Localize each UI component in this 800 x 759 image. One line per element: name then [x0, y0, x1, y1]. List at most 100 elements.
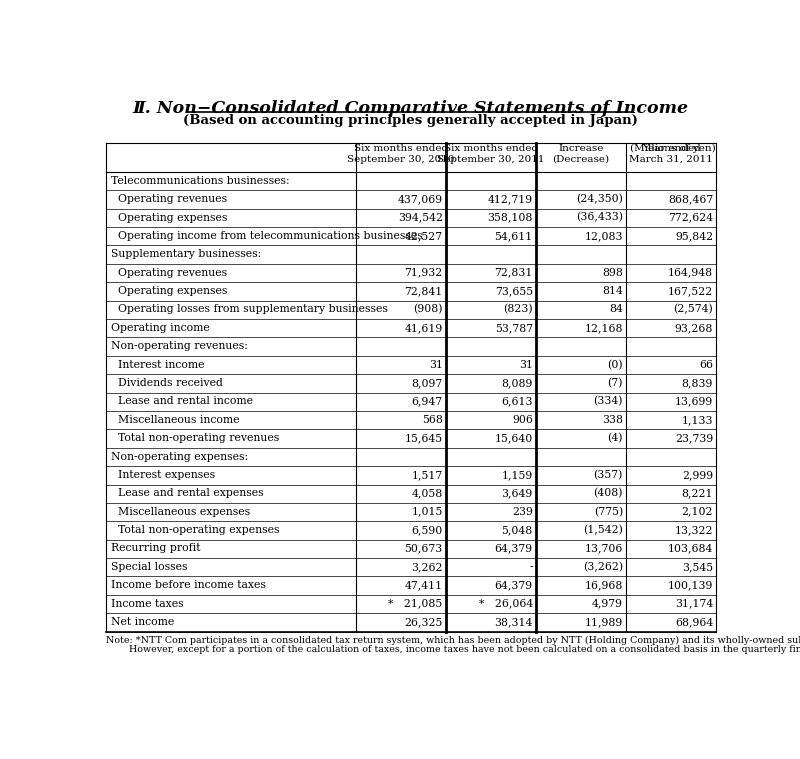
Text: Interest expenses: Interest expenses: [111, 470, 215, 480]
Text: 38,314: 38,314: [494, 617, 533, 627]
Text: (408): (408): [594, 488, 623, 499]
Text: -: -: [530, 562, 533, 572]
Text: 1,159: 1,159: [502, 470, 533, 480]
Text: 16,968: 16,968: [585, 581, 623, 591]
Text: 6,947: 6,947: [412, 396, 442, 406]
Text: Year ended
March 31, 2011: Year ended March 31, 2011: [630, 144, 713, 164]
Text: 66: 66: [699, 360, 713, 370]
Text: (357): (357): [594, 470, 623, 480]
Text: 8,839: 8,839: [682, 378, 713, 388]
Text: (0): (0): [607, 360, 623, 370]
Text: 3,649: 3,649: [502, 488, 533, 499]
Text: 23,739: 23,739: [674, 433, 713, 443]
Text: Increase
(Decrease): Increase (Decrease): [553, 144, 610, 164]
Text: 2,102: 2,102: [682, 507, 713, 517]
Text: Operating income from telecommunications businesses: Operating income from telecommunications…: [111, 231, 422, 241]
Text: (Based on accounting principles generally accepted in Japan): (Based on accounting principles generall…: [182, 114, 638, 128]
Text: Recurring profit: Recurring profit: [111, 543, 200, 553]
Text: Non-operating expenses:: Non-operating expenses:: [111, 452, 248, 461]
Text: 73,655: 73,655: [494, 286, 533, 296]
Text: *   26,064: * 26,064: [478, 599, 533, 609]
Text: 898: 898: [602, 268, 623, 278]
Text: 1,517: 1,517: [411, 470, 442, 480]
Text: 164,948: 164,948: [668, 268, 713, 278]
Text: Supplementary businesses:: Supplementary businesses:: [111, 249, 261, 260]
Text: 95,842: 95,842: [675, 231, 713, 241]
Text: 72,841: 72,841: [405, 286, 442, 296]
Text: (2,574): (2,574): [674, 304, 713, 315]
Text: However, except for a portion of the calculation of taxes, income taxes have not: However, except for a portion of the cal…: [130, 644, 800, 653]
Text: 72,831: 72,831: [494, 268, 533, 278]
Text: (24,350): (24,350): [576, 194, 623, 204]
Text: (36,433): (36,433): [576, 213, 623, 222]
Text: Non-operating revenues:: Non-operating revenues:: [111, 342, 248, 351]
Text: 12,083: 12,083: [585, 231, 623, 241]
Text: 11,989: 11,989: [585, 617, 623, 627]
Text: Six months ended
September 30, 2011: Six months ended September 30, 2011: [437, 144, 545, 164]
Text: Lease and rental expenses: Lease and rental expenses: [111, 488, 263, 499]
Text: Miscellaneous expenses: Miscellaneous expenses: [111, 507, 250, 517]
Text: Lease and rental income: Lease and rental income: [111, 396, 253, 406]
Text: Operating revenues: Operating revenues: [111, 268, 227, 278]
Text: 84: 84: [609, 304, 623, 314]
Text: Operating income: Operating income: [111, 323, 210, 333]
Text: (1,542): (1,542): [583, 525, 623, 535]
Text: 26,325: 26,325: [404, 617, 442, 627]
Text: 12,168: 12,168: [585, 323, 623, 333]
Text: 2,999: 2,999: [682, 470, 713, 480]
Text: 15,640: 15,640: [494, 433, 533, 443]
Text: 3,545: 3,545: [682, 562, 713, 572]
Text: 100,139: 100,139: [668, 581, 713, 591]
Text: 1,133: 1,133: [682, 414, 713, 425]
Text: 47,411: 47,411: [405, 581, 442, 591]
Text: *   21,085: * 21,085: [389, 599, 442, 609]
Text: 8,097: 8,097: [411, 378, 442, 388]
Text: 50,673: 50,673: [405, 543, 442, 553]
Text: 3,262: 3,262: [411, 562, 442, 572]
Text: 53,787: 53,787: [494, 323, 533, 333]
Text: 13,322: 13,322: [674, 525, 713, 535]
Text: 868,467: 868,467: [668, 194, 713, 204]
Text: Income before income taxes: Income before income taxes: [111, 581, 266, 591]
Text: 437,069: 437,069: [398, 194, 442, 204]
Text: Note: *NTT Com participates in a consolidated tax return system, which has been : Note: *NTT Com participates in a consoli…: [106, 636, 800, 645]
Text: Dividends received: Dividends received: [111, 378, 222, 388]
Text: 4,979: 4,979: [592, 599, 623, 609]
Text: 8,221: 8,221: [682, 488, 713, 499]
Text: Operating revenues: Operating revenues: [111, 194, 227, 204]
Text: (908): (908): [414, 304, 442, 315]
Text: (3,262): (3,262): [583, 562, 623, 572]
Text: (775): (775): [594, 506, 623, 517]
Text: 42,527: 42,527: [405, 231, 442, 241]
Text: 15,645: 15,645: [405, 433, 442, 443]
Text: 6,613: 6,613: [502, 396, 533, 406]
Text: 31,174: 31,174: [674, 599, 713, 609]
Text: Interest income: Interest income: [111, 360, 204, 370]
Text: Net income: Net income: [111, 617, 174, 627]
Text: 772,624: 772,624: [668, 213, 713, 222]
Text: 41,619: 41,619: [405, 323, 442, 333]
Text: Operating expenses: Operating expenses: [111, 286, 227, 296]
Text: Special losses: Special losses: [111, 562, 187, 572]
Text: 31: 31: [429, 360, 442, 370]
Text: (4): (4): [607, 433, 623, 443]
Text: (334): (334): [594, 396, 623, 407]
Text: Income taxes: Income taxes: [111, 599, 183, 609]
Text: Operating losses from supplementary businesses: Operating losses from supplementary busi…: [111, 304, 388, 314]
Text: 6,590: 6,590: [411, 525, 442, 535]
Text: 814: 814: [602, 286, 623, 296]
Text: 31: 31: [519, 360, 533, 370]
Text: 239: 239: [512, 507, 533, 517]
Text: 568: 568: [422, 414, 442, 425]
Text: Ⅱ. Non−Consolidated Comparative Statements of Income: Ⅱ. Non−Consolidated Comparative Statemen…: [132, 99, 688, 117]
Text: 93,268: 93,268: [674, 323, 713, 333]
Text: 167,522: 167,522: [668, 286, 713, 296]
Text: 906: 906: [512, 414, 533, 425]
Text: 338: 338: [602, 414, 623, 425]
Text: Total non-operating expenses: Total non-operating expenses: [111, 525, 279, 535]
Text: 358,108: 358,108: [487, 213, 533, 222]
Text: 8,089: 8,089: [502, 378, 533, 388]
Text: 1,015: 1,015: [411, 507, 442, 517]
Text: Total non-operating revenues: Total non-operating revenues: [111, 433, 279, 443]
Text: 412,719: 412,719: [488, 194, 533, 204]
